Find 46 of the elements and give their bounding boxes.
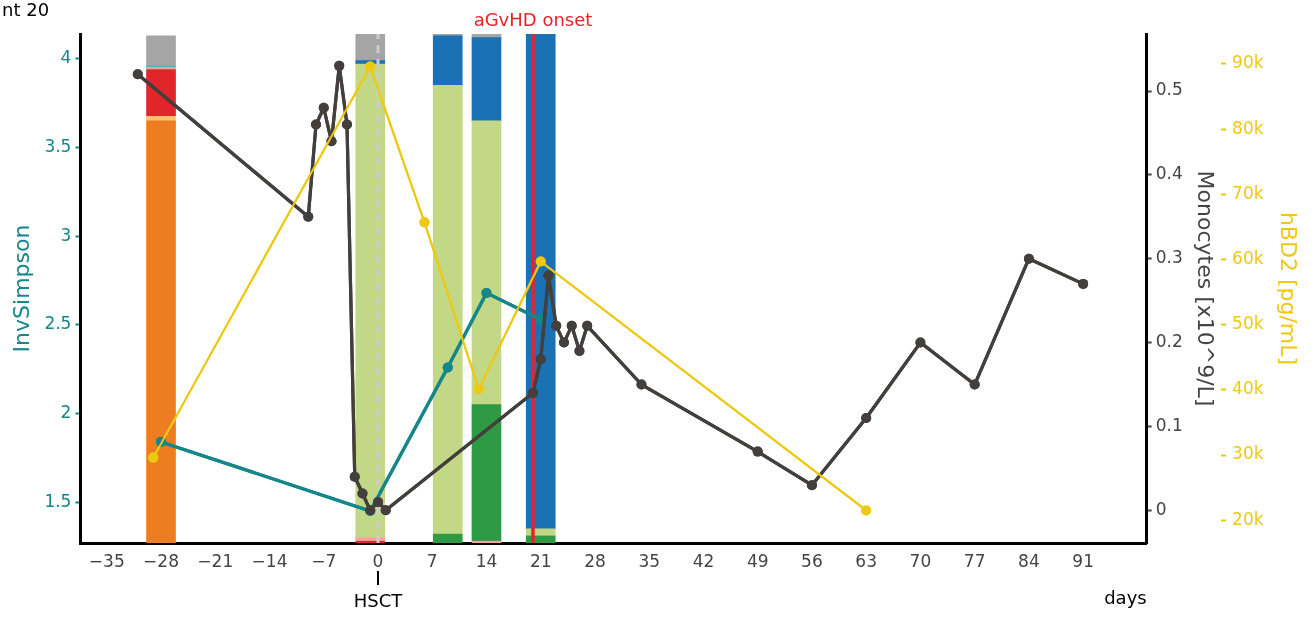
y2-tick-label: 0.1	[1155, 414, 1183, 435]
y2-tick-label: 0.4	[1155, 163, 1183, 184]
y3-tick-label: 80k	[1232, 117, 1264, 138]
x-tick-label: 49	[746, 550, 769, 571]
y-tick-label: 3	[60, 224, 72, 245]
x-tick-label: −21	[197, 550, 234, 571]
ref-line-label: HSCT	[353, 589, 404, 611]
y3-tick-label: 30k	[1232, 443, 1264, 464]
y-tick-label: 3.5	[44, 135, 72, 156]
y3-tick-label: 20k	[1232, 508, 1264, 529]
y3-tick-label: 70k	[1232, 182, 1264, 203]
y2-axis-title: Monocytes [x10^9/L]	[1193, 170, 1219, 407]
chart-title: nt 20	[2, 0, 50, 20]
x-tick-label: −7	[311, 550, 337, 571]
x-tick-label: 14	[475, 550, 498, 571]
x-tick-label: 7	[426, 550, 438, 571]
y-axis-title: InvSimpson	[8, 224, 34, 353]
x-tick-label: 70	[909, 550, 932, 571]
y3-tick-label: 50k	[1232, 313, 1264, 334]
x-tick-label: 84	[1018, 550, 1040, 571]
y-tick-label: 4	[60, 47, 72, 68]
x-tick-label: 0	[372, 550, 384, 571]
x-tick-label: −28	[143, 550, 179, 571]
x-tick-label: −35	[88, 550, 125, 571]
x-tick-label: 28	[584, 550, 606, 571]
x-tick-label: −14	[251, 550, 288, 571]
x-tick-label: 56	[801, 550, 823, 571]
y-tick-label: 2	[60, 401, 72, 422]
x-tick-label: 63	[855, 550, 877, 571]
x-axis-title: days	[1104, 586, 1147, 608]
ref-line-label: aGvHD onset	[473, 8, 593, 30]
y3-axis-title: hBD2 [pg/mL]	[1276, 211, 1302, 366]
x-tick-label: 42	[692, 550, 715, 571]
y3-tick-label: 40k	[1232, 378, 1264, 399]
y2-tick-label: 0.3	[1155, 247, 1183, 268]
y3-tick-label: 90k	[1232, 52, 1264, 73]
x-tick-label: 21	[529, 550, 552, 571]
y2-tick-label: 0	[1155, 498, 1167, 519]
x-tick-label: 35	[638, 550, 661, 571]
y-tick-label: 1.5	[44, 490, 72, 511]
y2-tick-label: 0.2	[1155, 331, 1183, 352]
y2-tick-label: 0.5	[1155, 79, 1183, 100]
y-tick-label: 2.5	[44, 313, 72, 334]
y3-tick-label: 60k	[1232, 247, 1264, 268]
x-tick-label: 91	[1072, 550, 1094, 571]
x-tick-label: 77	[963, 550, 986, 571]
